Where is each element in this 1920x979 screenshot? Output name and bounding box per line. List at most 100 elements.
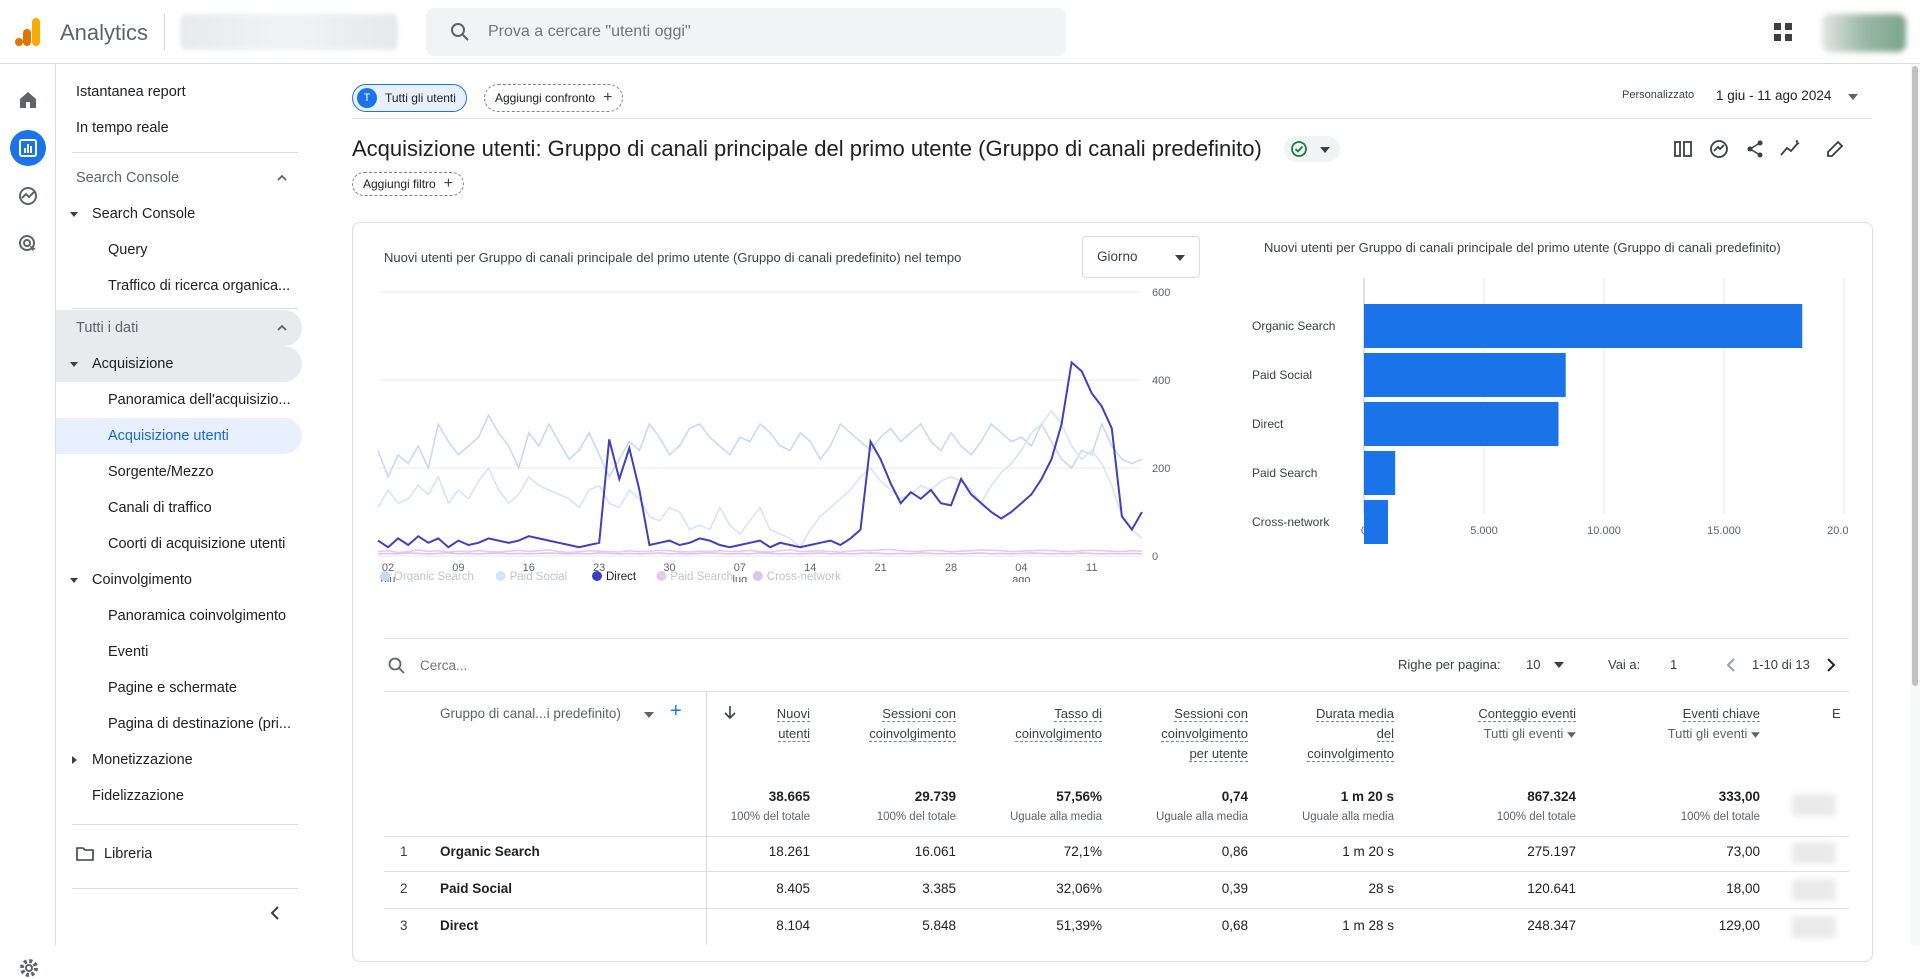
customize-report-icon[interactable] bbox=[1670, 136, 1696, 162]
sidebar-item-label: Acquisizione utenti bbox=[108, 428, 229, 444]
add-comparison-button[interactable]: Aggiungi confronto + bbox=[484, 84, 624, 112]
caret-down-icon bbox=[1175, 255, 1185, 261]
column-header[interactable]: Nuovi utenti bbox=[660, 704, 810, 744]
sidebar-item-acquisition-cohorts[interactable]: Coorti di acquisizione utenti bbox=[56, 526, 302, 562]
search-input[interactable] bbox=[488, 8, 1048, 56]
account-selector[interactable] bbox=[180, 14, 398, 50]
sidebar-item-pages-screens[interactable]: Pagine e schermate bbox=[56, 670, 302, 706]
table-search-input[interactable] bbox=[420, 654, 720, 676]
search-bar[interactable] bbox=[426, 8, 1066, 56]
sidebar-item-query[interactable]: Query bbox=[56, 232, 302, 268]
rows-per-page-label: Righe per pagina: bbox=[1398, 657, 1501, 672]
add-dimension-plus-icon[interactable]: + bbox=[670, 700, 682, 722]
next-page-icon[interactable] bbox=[1826, 658, 1836, 672]
sidebar-item-realtime[interactable]: In tempo reale bbox=[56, 110, 302, 146]
sidebar-item-engagement-overview[interactable]: Panoramica coinvolgimento bbox=[56, 598, 302, 634]
sidebar-item-search-console[interactable]: Search Console bbox=[56, 196, 302, 232]
event-filter-select[interactable]: Tutti gli eventi bbox=[1667, 726, 1748, 741]
advertising-icon[interactable] bbox=[10, 226, 46, 262]
sidebar-item-acquisition[interactable]: Acquisizione bbox=[56, 346, 302, 382]
sidebar-item-engagement[interactable]: Coinvolgimento bbox=[56, 562, 302, 598]
event-filter-select[interactable]: Tutti gli eventi bbox=[1483, 726, 1564, 741]
legend-swatch bbox=[495, 571, 506, 581]
goto-page-input[interactable]: 1 bbox=[1670, 657, 1678, 672]
line-chart[interactable]: 60040020000209162330071421280411giulugag… bbox=[372, 286, 1212, 582]
report-status-button[interactable] bbox=[1284, 136, 1340, 162]
column-header[interactable]: Durata media del coinvolgimento bbox=[1244, 704, 1394, 764]
sidebar-item-label: Query bbox=[108, 242, 148, 258]
caret-right-icon bbox=[72, 756, 77, 764]
settings-gear-icon[interactable] bbox=[18, 957, 40, 979]
sidebar-item-acquisition-overview[interactable]: Panoramica dell'acquisizio... bbox=[56, 382, 302, 418]
table-cell: 51,39% bbox=[1056, 918, 1102, 933]
sidebar-item-library[interactable]: Libreria bbox=[56, 836, 302, 872]
column-header[interactable]: Sessioni con coinvolgimento per utente bbox=[1098, 704, 1248, 764]
date-range-picker[interactable]: 1 giu - 11 ago 2024 bbox=[1716, 88, 1832, 103]
legend-item: Organic Search bbox=[394, 571, 474, 582]
explore-icon[interactable] bbox=[10, 178, 46, 214]
sidebar-nav: Istantanea report In tempo reale Search … bbox=[56, 64, 306, 945]
row-number: 2 bbox=[400, 881, 408, 896]
share-icon[interactable] bbox=[1742, 136, 1768, 162]
x-tick-label: 09 bbox=[452, 562, 464, 574]
bar-chart-title: Nuovi utenti per Gruppo di canali princi… bbox=[1264, 240, 1781, 255]
sidebar-item-landing-page[interactable]: Pagina di destinazione (pri... bbox=[56, 706, 302, 742]
sidebar-item-retention[interactable]: Fidelizzazione bbox=[56, 778, 302, 814]
edit-pencil-icon[interactable] bbox=[1822, 136, 1848, 162]
page-title: Acquisizione utenti: Gruppo di canali pr… bbox=[352, 136, 1262, 161]
caret-down-icon[interactable] bbox=[1848, 94, 1858, 100]
x-month-label: ago bbox=[1012, 574, 1030, 582]
caret-down-icon[interactable] bbox=[1567, 732, 1576, 738]
column-header-text: Eventi chiave bbox=[1682, 706, 1760, 722]
sidebar-section-search-console[interactable]: Search Console bbox=[56, 160, 302, 196]
x-tick-label: 28 bbox=[945, 562, 957, 574]
sidebar-item-label: Acquisizione bbox=[92, 356, 174, 372]
caret-down-icon[interactable] bbox=[1751, 732, 1760, 738]
column-header-text: Conteggio eventi bbox=[1478, 706, 1576, 722]
sidebar-item-label: Istantanea report bbox=[76, 84, 186, 100]
sort-arrow-down-icon[interactable] bbox=[724, 706, 736, 720]
column-header-text: coinvolgimento bbox=[1307, 746, 1394, 762]
analytics-logo-icon[interactable] bbox=[14, 16, 42, 48]
compare-trend-icon[interactable] bbox=[1778, 136, 1804, 162]
granularity-dropdown[interactable]: Giorno bbox=[1082, 236, 1200, 278]
column-header[interactable]: Conteggio eventi Tutti gli eventi bbox=[1426, 704, 1576, 744]
collapse-sidebar-icon[interactable] bbox=[268, 906, 282, 920]
sidebar-item-organic-traffic[interactable]: Traffico di ricerca organica... bbox=[56, 268, 302, 304]
page-scrollbar[interactable] bbox=[1910, 64, 1920, 945]
scrollbar-thumb[interactable] bbox=[1912, 66, 1918, 686]
avatar[interactable] bbox=[1822, 14, 1906, 52]
insights-icon[interactable] bbox=[1706, 136, 1732, 162]
column-header[interactable]: Tasso di coinvolgimento bbox=[952, 704, 1102, 744]
column-header-text: del bbox=[1376, 726, 1394, 742]
column-header-stub[interactable]: E bbox=[1832, 706, 1841, 721]
y-tick-label: 600 bbox=[1152, 287, 1170, 299]
sidebar-item-user-acquisition[interactable]: Acquisizione utenti bbox=[56, 418, 302, 454]
sidebar-item-source-medium[interactable]: Sorgente/Mezzo bbox=[56, 454, 302, 490]
granularity-value: Giorno bbox=[1097, 249, 1138, 264]
sidebar-item-events[interactable]: Eventi bbox=[56, 634, 302, 670]
dimension-header[interactable]: Gruppo di canal...i predefinito) bbox=[440, 706, 621, 721]
caret-down-icon[interactable] bbox=[644, 712, 654, 718]
row-channel-name[interactable]: Direct bbox=[440, 918, 479, 933]
reports-icon[interactable] bbox=[10, 130, 46, 166]
sidebar-item-label: Search Console bbox=[76, 170, 180, 186]
column-header[interactable]: Sessioni con coinvolgimento bbox=[806, 704, 956, 744]
sidebar-item-snapshot[interactable]: Istantanea report bbox=[56, 74, 302, 110]
previous-page-icon[interactable] bbox=[1726, 658, 1736, 672]
table-cell: 0,39 bbox=[1221, 881, 1248, 896]
report-toolbar bbox=[1670, 136, 1848, 162]
sidebar-item-monetization[interactable]: Monetizzazione bbox=[56, 742, 302, 778]
home-icon[interactable] bbox=[10, 82, 46, 118]
apps-grid-icon[interactable] bbox=[1773, 22, 1793, 42]
row-channel-name[interactable]: Paid Social bbox=[440, 881, 513, 896]
rows-per-page-select[interactable]: 10 bbox=[1526, 657, 1541, 672]
sidebar-section-all-data[interactable]: Tutti i dati bbox=[56, 310, 302, 346]
sidebar-item-traffic-channels[interactable]: Canali di traffico bbox=[56, 490, 302, 526]
caret-down-icon[interactable] bbox=[1554, 662, 1564, 668]
segment-chip-all-users[interactable]: T Tutti gli utenti bbox=[352, 84, 467, 112]
column-header[interactable]: Eventi chiave Tutti gli eventi bbox=[1610, 704, 1760, 744]
row-channel-name[interactable]: Organic Search bbox=[440, 844, 540, 859]
add-filter-button[interactable]: Aggiungi filtro + bbox=[352, 172, 465, 196]
